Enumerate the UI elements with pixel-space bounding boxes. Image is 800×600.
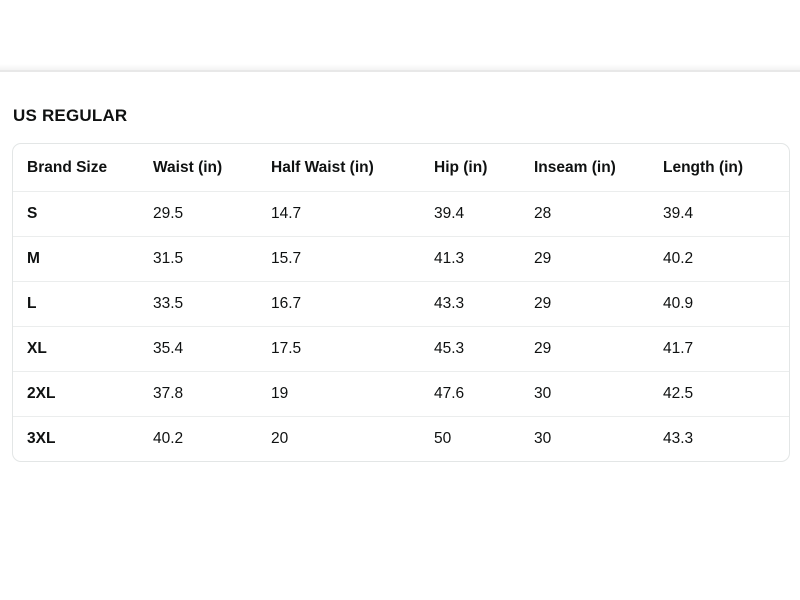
table-row-m: M 31.5 15.7 41.3 29 40.2: [13, 236, 789, 281]
column-header-waist: Waist (in): [153, 158, 223, 176]
size-cell: XL: [13, 326, 153, 371]
length-cell: 39.4: [663, 191, 789, 236]
length-cell: 41.7: [663, 326, 789, 371]
hip-cell: 41.3: [434, 236, 534, 281]
column-header-length: Length (in): [663, 158, 744, 176]
inseam-cell: 28: [534, 191, 663, 236]
half-waist-cell: 17.5: [271, 326, 434, 371]
size-cell: 3XL: [13, 416, 153, 461]
column-header-brand-size: Brand Size: [27, 158, 108, 176]
table-row-xl: XL 35.4 17.5 45.3 29 41.7: [13, 326, 789, 371]
table-body: S 29.5 14.7 39.4 28 39.4 M 31.5 15.7 41.…: [13, 191, 789, 461]
column-header-half-waist: Half Waist (in): [271, 158, 374, 176]
table-row-s: S 29.5 14.7 39.4 28 39.4: [13, 191, 789, 236]
top-divider-shadow: [0, 64, 800, 70]
column-header-inseam: Inseam (in): [534, 158, 616, 176]
column-header-hip: Hip (in): [434, 158, 488, 176]
length-cell: 40.9: [663, 281, 789, 326]
waist-cell: 35.4: [153, 326, 271, 371]
table-row-2xl: 2XL 37.8 19 47.6 30 42.5: [13, 371, 789, 416]
size-cell: L: [13, 281, 153, 326]
waist-cell: 37.8: [153, 371, 271, 416]
size-cell: M: [13, 236, 153, 281]
inseam-cell: 29: [534, 326, 663, 371]
half-waist-cell: 16.7: [271, 281, 434, 326]
inseam-cell: 30: [534, 371, 663, 416]
half-waist-cell: 19: [271, 371, 434, 416]
hip-cell: 39.4: [434, 191, 534, 236]
half-waist-cell: 20: [271, 416, 434, 461]
hip-cell: 50: [434, 416, 534, 461]
size-chart-table: Brand Size Waist (in) Half Waist (in) Hi…: [12, 143, 790, 462]
inseam-cell: 30: [534, 416, 663, 461]
length-cell: 42.5: [663, 371, 789, 416]
size-cell: 2XL: [13, 371, 153, 416]
length-cell: 43.3: [663, 416, 789, 461]
inseam-cell: 29: [534, 281, 663, 326]
inseam-cell: 29: [534, 236, 663, 281]
waist-cell: 31.5: [153, 236, 271, 281]
table-header: Brand Size Waist (in) Half Waist (in) Hi…: [13, 144, 789, 191]
hip-cell: 47.6: [434, 371, 534, 416]
waist-cell: 29.5: [153, 191, 271, 236]
hip-cell: 43.3: [434, 281, 534, 326]
top-divider-line: [0, 70, 800, 72]
section-title-us-regular: US REGULAR: [13, 106, 128, 125]
table-row-l: L 33.5 16.7 43.3 29 40.9: [13, 281, 789, 326]
length-cell: 40.2: [663, 236, 789, 281]
half-waist-cell: 15.7: [271, 236, 434, 281]
waist-cell: 33.5: [153, 281, 271, 326]
half-waist-cell: 14.7: [271, 191, 434, 236]
hip-cell: 45.3: [434, 326, 534, 371]
table-row-3xl: 3XL 40.2 20 50 30 43.3: [13, 416, 789, 461]
header-row: Brand Size Waist (in) Half Waist (in) Hi…: [13, 144, 789, 191]
waist-cell: 40.2: [153, 416, 271, 461]
size-cell: S: [13, 191, 153, 236]
